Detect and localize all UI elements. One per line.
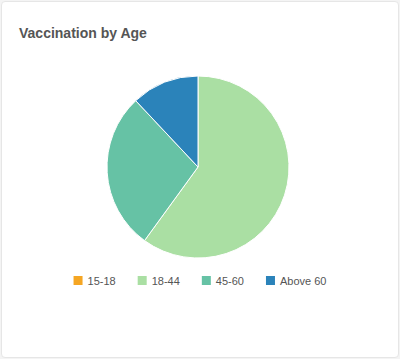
legend-label: Above 60 bbox=[280, 275, 326, 287]
legend-swatch bbox=[138, 276, 147, 285]
legend: 15-18 18-44 45-60 Above 60 bbox=[74, 275, 327, 287]
legend-swatch bbox=[266, 276, 275, 285]
legend-item[interactable]: 45-60 bbox=[202, 275, 244, 287]
legend-label: 18-44 bbox=[152, 275, 180, 287]
legend-swatch bbox=[202, 276, 211, 285]
legend-label: 15-18 bbox=[88, 275, 116, 287]
pie bbox=[107, 76, 289, 258]
legend-item[interactable]: Above 60 bbox=[266, 275, 326, 287]
legend-item[interactable]: 15-18 bbox=[74, 275, 116, 287]
legend-item[interactable]: 18-44 bbox=[138, 275, 180, 287]
legend-label: 45-60 bbox=[216, 275, 244, 287]
chart: Vaccination by Age 15-18 18-44 45-60 Above 6… bbox=[0, 0, 400, 359]
legend-swatch bbox=[74, 276, 83, 285]
title: Vaccination by Age bbox=[19, 25, 147, 41]
slice[interactable] bbox=[136, 76, 198, 167]
